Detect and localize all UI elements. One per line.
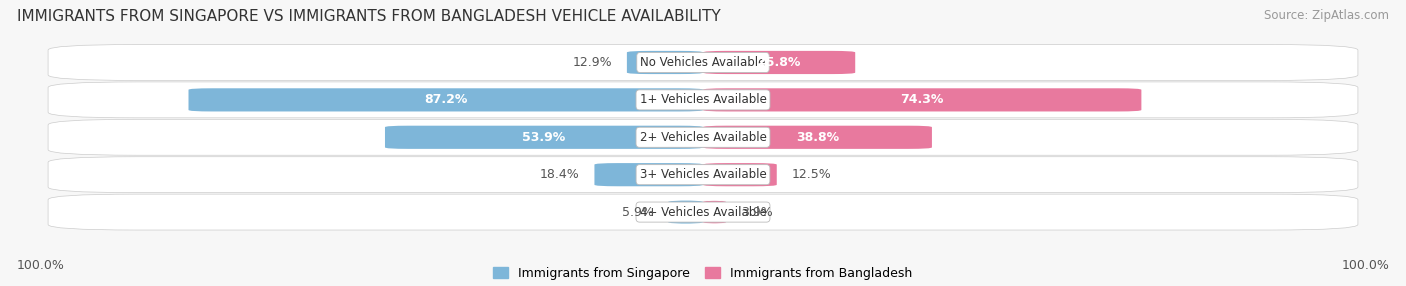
Text: 100.0%: 100.0% bbox=[1341, 259, 1389, 272]
Text: 87.2%: 87.2% bbox=[425, 94, 467, 106]
FancyBboxPatch shape bbox=[703, 126, 932, 149]
Text: IMMIGRANTS FROM SINGAPORE VS IMMIGRANTS FROM BANGLADESH VEHICLE AVAILABILITY: IMMIGRANTS FROM SINGAPORE VS IMMIGRANTS … bbox=[17, 9, 721, 23]
FancyBboxPatch shape bbox=[703, 88, 1142, 112]
Text: 53.9%: 53.9% bbox=[523, 131, 565, 144]
FancyBboxPatch shape bbox=[48, 194, 1358, 230]
Text: 38.8%: 38.8% bbox=[796, 131, 839, 144]
Text: 18.4%: 18.4% bbox=[540, 168, 579, 181]
FancyBboxPatch shape bbox=[48, 119, 1358, 155]
FancyBboxPatch shape bbox=[627, 51, 703, 74]
Text: 12.9%: 12.9% bbox=[572, 56, 612, 69]
Text: 12.5%: 12.5% bbox=[792, 168, 831, 181]
Text: 5.9%: 5.9% bbox=[621, 206, 654, 219]
FancyBboxPatch shape bbox=[668, 200, 703, 224]
FancyBboxPatch shape bbox=[703, 51, 855, 74]
Text: 4+ Vehicles Available: 4+ Vehicles Available bbox=[640, 206, 766, 219]
Text: 74.3%: 74.3% bbox=[900, 94, 943, 106]
Text: 2+ Vehicles Available: 2+ Vehicles Available bbox=[640, 131, 766, 144]
FancyBboxPatch shape bbox=[703, 163, 776, 186]
Legend: Immigrants from Singapore, Immigrants from Bangladesh: Immigrants from Singapore, Immigrants fr… bbox=[494, 267, 912, 280]
Text: 1+ Vehicles Available: 1+ Vehicles Available bbox=[640, 94, 766, 106]
Text: No Vehicles Available: No Vehicles Available bbox=[640, 56, 766, 69]
Text: Source: ZipAtlas.com: Source: ZipAtlas.com bbox=[1264, 9, 1389, 21]
FancyBboxPatch shape bbox=[188, 88, 703, 112]
Text: 25.8%: 25.8% bbox=[758, 56, 801, 69]
FancyBboxPatch shape bbox=[595, 163, 703, 186]
Text: 3.9%: 3.9% bbox=[741, 206, 772, 219]
FancyBboxPatch shape bbox=[48, 45, 1358, 80]
FancyBboxPatch shape bbox=[48, 157, 1358, 193]
Text: 3+ Vehicles Available: 3+ Vehicles Available bbox=[640, 168, 766, 181]
FancyBboxPatch shape bbox=[703, 200, 727, 224]
FancyBboxPatch shape bbox=[48, 82, 1358, 118]
Text: 100.0%: 100.0% bbox=[17, 259, 65, 272]
FancyBboxPatch shape bbox=[385, 126, 703, 149]
